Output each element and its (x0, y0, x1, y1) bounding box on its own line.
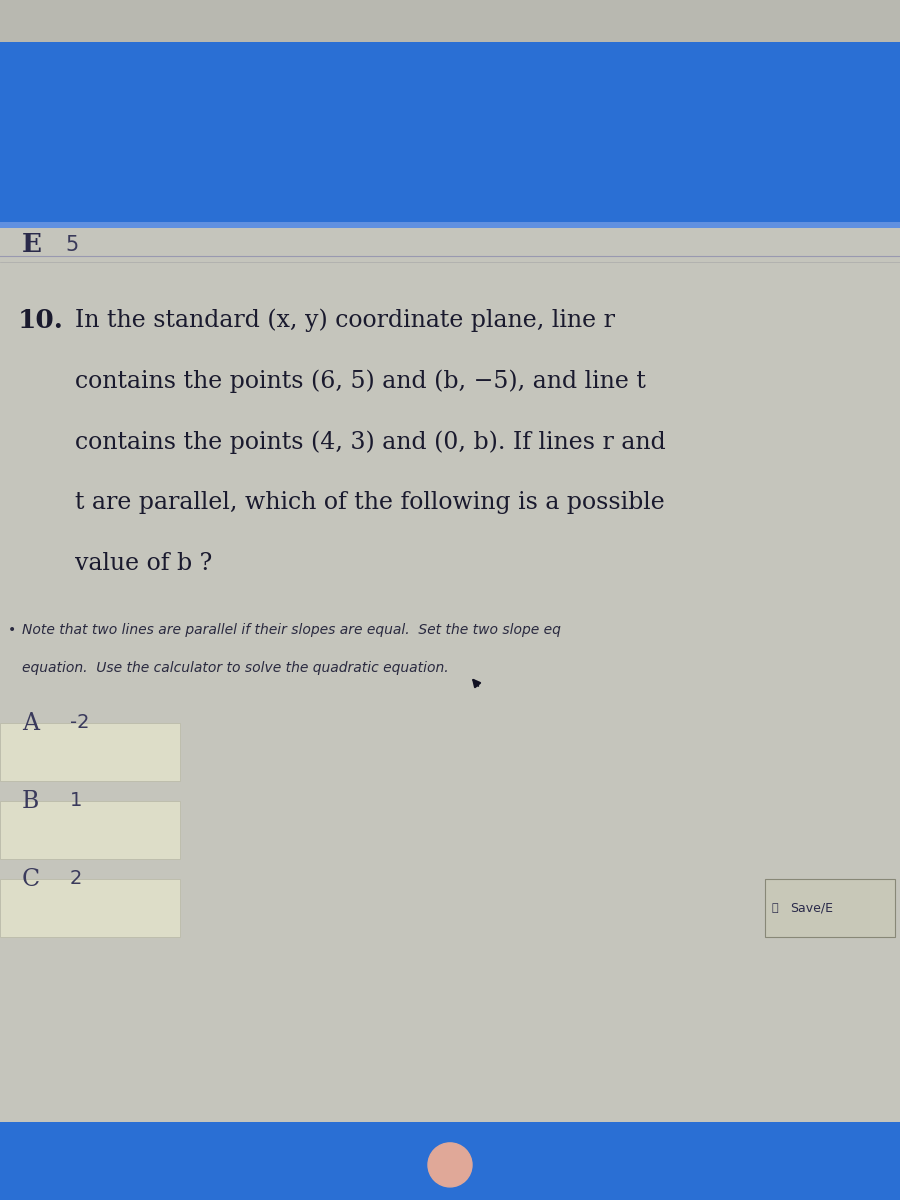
Bar (0, 722, 180, 781)
Text: equation.  Use the calculator to solve the quadratic equation.: equation. Use the calculator to solve th… (22, 661, 448, 674)
Text: A: A (22, 712, 39, 734)
Text: In the standard (x, y) coordinate plane, line r: In the standard (x, y) coordinate plane,… (75, 308, 615, 331)
Text: ⎙: ⎙ (772, 902, 778, 913)
Circle shape (428, 1142, 472, 1187)
Text: 5: 5 (65, 235, 78, 254)
Bar (0, 222, 900, 228)
Text: C: C (22, 868, 40, 890)
Bar (0, 802, 180, 859)
Text: 1: 1 (70, 792, 83, 810)
Bar (0, 0, 900, 42)
Text: 10.: 10. (18, 308, 64, 332)
Text: contains the points (4, 3) and (0, b). If lines r and: contains the points (4, 3) and (0, b). I… (75, 430, 666, 454)
Text: •: • (8, 623, 16, 637)
Text: t are parallel, which of the following is a possible: t are parallel, which of the following i… (75, 491, 665, 514)
Text: 2: 2 (70, 870, 83, 888)
Bar (0, 878, 180, 937)
Text: E: E (22, 233, 42, 258)
Text: -2: -2 (70, 714, 89, 732)
Bar (0, 42, 900, 228)
Text: contains the points (6, 5) and (b, −5), and line t: contains the points (6, 5) and (b, −5), … (75, 370, 646, 392)
Text: B: B (22, 790, 40, 812)
Bar (765, 878, 895, 937)
Text: Note that two lines are parallel if their slopes are equal.  Set the two slope e: Note that two lines are parallel if thei… (22, 623, 561, 637)
Bar (0, 1122, 900, 1200)
Text: Save/E: Save/E (790, 901, 833, 914)
Text: value of b ?: value of b ? (75, 552, 212, 575)
